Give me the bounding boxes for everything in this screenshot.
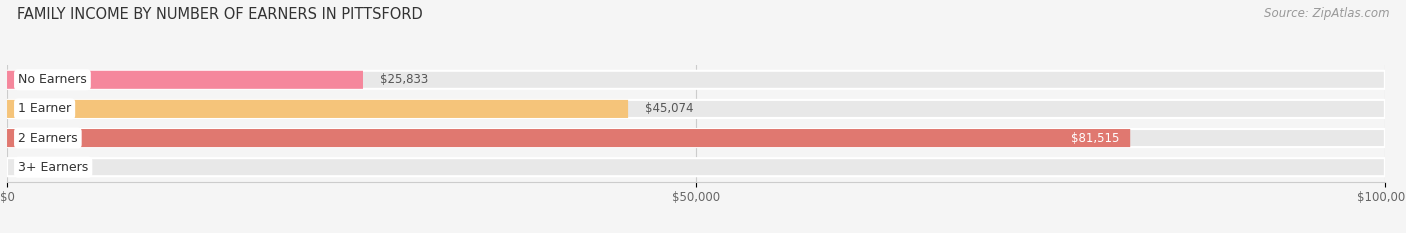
Text: 1 Earner: 1 Earner	[18, 103, 72, 115]
Text: 3+ Earners: 3+ Earners	[18, 161, 89, 174]
Text: FAMILY INCOME BY NUMBER OF EARNERS IN PITTSFORD: FAMILY INCOME BY NUMBER OF EARNERS IN PI…	[17, 7, 423, 22]
Text: $81,515: $81,515	[1071, 132, 1119, 144]
FancyBboxPatch shape	[7, 71, 1385, 89]
Text: $0: $0	[24, 161, 38, 174]
FancyBboxPatch shape	[7, 129, 1385, 147]
FancyBboxPatch shape	[7, 71, 363, 89]
Text: $45,074: $45,074	[644, 103, 693, 115]
FancyBboxPatch shape	[7, 129, 1130, 147]
Text: $25,833: $25,833	[380, 73, 427, 86]
Text: 2 Earners: 2 Earners	[18, 132, 77, 144]
FancyBboxPatch shape	[7, 100, 628, 118]
FancyBboxPatch shape	[7, 100, 1385, 118]
Text: Source: ZipAtlas.com: Source: ZipAtlas.com	[1264, 7, 1389, 20]
Text: No Earners: No Earners	[18, 73, 87, 86]
FancyBboxPatch shape	[7, 158, 1385, 176]
